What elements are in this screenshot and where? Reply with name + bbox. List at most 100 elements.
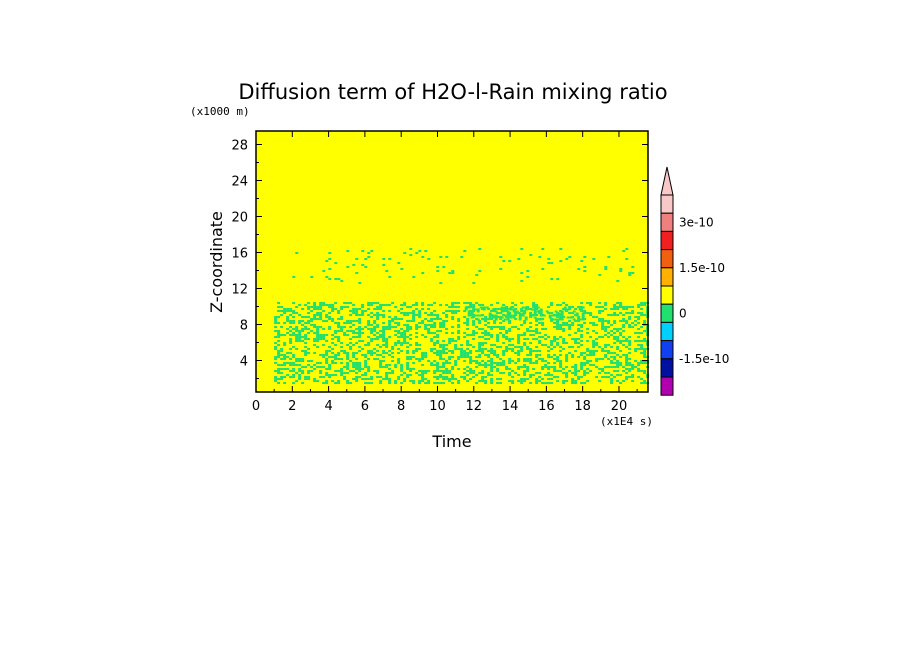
heatmap-cell <box>466 352 470 354</box>
heatmap-cell <box>343 322 347 324</box>
heatmap-cell <box>355 380 359 382</box>
heatmap-cell <box>643 382 647 384</box>
heatmap-cell <box>586 328 590 330</box>
heatmap-cell <box>508 358 512 360</box>
heatmap-cell <box>508 308 512 310</box>
heatmap-cell <box>559 346 563 348</box>
heatmap-cell <box>403 334 407 336</box>
heatmap-cell <box>415 350 419 352</box>
heatmap-cell <box>325 316 329 318</box>
heatmap-cell <box>628 342 632 344</box>
heatmap-cell <box>631 312 635 314</box>
heatmap-cell <box>316 326 320 328</box>
heatmap-cell <box>349 348 353 350</box>
heatmap-cell <box>616 364 620 366</box>
heatmap-cell <box>613 352 617 354</box>
heatmap-cell <box>598 302 602 304</box>
heatmap-cell <box>445 352 449 354</box>
heatmap-cell <box>289 330 293 332</box>
heatmap-cell <box>625 322 629 324</box>
heatmap-cell <box>292 362 296 364</box>
heatmap-cell <box>526 378 530 380</box>
heatmap-cell <box>616 362 620 364</box>
heatmap-cell <box>559 316 563 318</box>
heatmap-cell <box>388 382 392 384</box>
heatmap-cell <box>382 378 386 380</box>
heatmap-cell <box>463 336 467 338</box>
heatmap-cell <box>517 380 521 382</box>
heatmap-cell <box>361 310 365 312</box>
heatmap-cell <box>529 352 533 354</box>
heatmap-cell <box>439 374 443 376</box>
heatmap-cell <box>430 362 434 364</box>
heatmap-cell <box>310 306 314 308</box>
heatmap-cell <box>529 334 533 336</box>
heatmap-cell <box>277 322 281 324</box>
heatmap-cell <box>307 378 311 380</box>
heatmap-cell <box>367 304 371 306</box>
heatmap-cell <box>373 302 377 304</box>
heatmap-cell <box>586 354 590 356</box>
heatmap-cell <box>346 362 350 364</box>
heatmap-cell <box>548 316 552 319</box>
heatmap-cell <box>373 320 377 322</box>
heatmap-cell <box>379 330 383 332</box>
heatmap-cell <box>550 262 554 264</box>
heatmap-cell <box>379 314 383 316</box>
heatmap-cell <box>430 332 434 334</box>
heatmap-cell <box>547 362 551 364</box>
heatmap-cell <box>382 356 386 358</box>
heatmap-cell <box>479 314 483 317</box>
heatmap-cell <box>583 382 587 384</box>
heatmap-cell <box>352 362 356 364</box>
heatmap-cell <box>520 308 524 310</box>
heatmap-cell <box>280 310 284 312</box>
heatmap-cell <box>601 336 605 338</box>
heatmap-cell <box>382 322 386 324</box>
heatmap-cell <box>316 330 320 332</box>
heatmap-cell <box>628 340 632 342</box>
heatmap-cell <box>589 350 593 352</box>
heatmap-cell <box>613 320 617 322</box>
heatmap-cell <box>484 324 488 326</box>
heatmap-cell <box>496 308 500 310</box>
heatmap-cell <box>286 374 290 376</box>
heatmap-cell <box>460 350 464 352</box>
heatmap-cell <box>322 320 326 322</box>
heatmap-cell <box>574 308 578 310</box>
heatmap-cell <box>379 366 383 368</box>
heatmap-cell <box>355 258 359 260</box>
heatmap-cell <box>508 348 512 350</box>
heatmap-cell <box>517 312 521 314</box>
heatmap-cell <box>415 372 419 374</box>
heatmap-cell <box>637 336 641 338</box>
heatmap-cell <box>550 304 554 306</box>
heatmap-cell <box>316 366 320 368</box>
heatmap-cell <box>499 358 503 360</box>
heatmap-cell <box>316 362 320 364</box>
heatmap-cell <box>283 354 287 356</box>
heatmap-cell <box>625 358 629 360</box>
heatmap-cell <box>382 334 386 336</box>
heatmap-cell <box>295 338 299 340</box>
heatmap-cell <box>589 354 593 356</box>
heatmap-cell <box>478 364 482 366</box>
heatmap-cell <box>556 338 560 340</box>
heatmap-cell <box>274 342 278 344</box>
heatmap-cell <box>601 350 605 352</box>
heatmap-cell <box>382 330 386 332</box>
heatmap-cell <box>643 354 647 356</box>
heatmap-cell <box>406 350 410 352</box>
heatmap-cell <box>313 308 317 310</box>
heatmap-cell <box>277 316 281 318</box>
heatmap-cell <box>478 270 482 272</box>
heatmap-cell <box>385 344 389 346</box>
heatmap-cell <box>466 334 470 336</box>
heatmap-cell <box>343 376 347 378</box>
heatmap-cell <box>625 360 629 362</box>
heatmap-cell <box>325 340 329 342</box>
heatmap-cell <box>448 380 452 382</box>
heatmap-cell <box>376 312 380 314</box>
heatmap-cell <box>310 324 314 326</box>
heatmap-cell <box>490 358 494 360</box>
